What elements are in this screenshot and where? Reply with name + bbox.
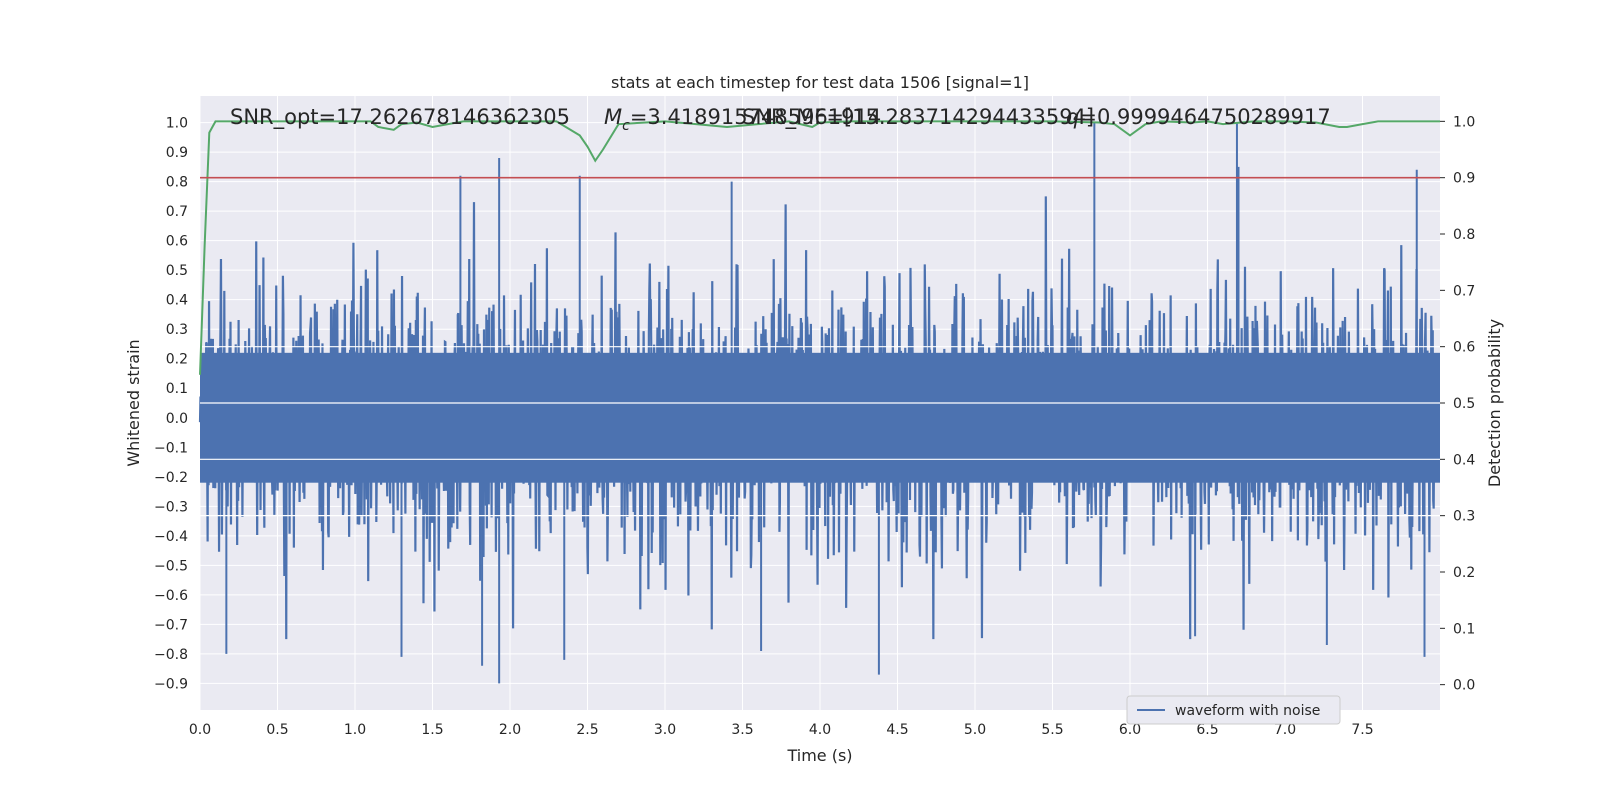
x-tick-label: 6.0 [1119, 722, 1141, 738]
y-tick-label: 0.1 [166, 381, 188, 397]
x-tick-label: 7.0 [1274, 722, 1296, 738]
chirp-mass-value: =3.4189157485961914 [630, 105, 881, 129]
y-tick-label: 0.4 [166, 293, 188, 309]
y-tick-label: −0.1 [154, 440, 188, 456]
y2-tick-label: 0.1 [1453, 621, 1475, 637]
chirp-mass-subscript: c [622, 118, 630, 134]
axis-ticks: 0.0 0.5 1.0 1.5 2.0 2.5 3.0 3.5 4.0 4.5 5.0 5.5 6.0 6… [154, 114, 1475, 738]
x-tick-label: 3.5 [731, 722, 753, 738]
waveform-dense-band [200, 352, 1440, 483]
waveform-with-noise-series [198, 122, 1440, 684]
annotation-snr-mf: SNR_MF=[15.283714294433594] [742, 105, 1094, 130]
x-tick-label: 2.5 [576, 722, 598, 738]
y-tick-label: −0.4 [154, 529, 188, 545]
y-tick-label: 1.0 [166, 116, 188, 132]
x-tick-label: 0.0 [189, 722, 211, 738]
x-tick-label: 6.5 [1196, 722, 1218, 738]
y2-tick-label: 1.0 [1453, 114, 1475, 130]
annotation-mass-ratio: q=0.9999464750289917 [1066, 105, 1331, 129]
x-tick-label: 4.0 [809, 722, 831, 738]
y2-tick-label: 0.6 [1453, 340, 1475, 356]
y-tick-label: 0.8 [166, 175, 188, 191]
y-tick-label: −0.8 [154, 647, 188, 663]
x-tick-label: 2.0 [499, 722, 521, 738]
y2-tick-label: 0.5 [1453, 396, 1475, 412]
mass-ratio-symbol: q [1066, 105, 1079, 129]
legend-box [1126, 695, 1341, 725]
y2-tick-label: 0.0 [1453, 678, 1475, 694]
x-tick-label: 4.5 [886, 722, 908, 738]
x-tick-label: 1.0 [344, 722, 366, 738]
detection-probability-line [199, 120, 1440, 375]
x-tick-label: 3.0 [654, 722, 676, 738]
y-tick-label: 0.5 [166, 263, 188, 279]
y2-tick-label: 0.7 [1453, 283, 1475, 299]
overlay-series [199, 120, 1440, 375]
legend: waveform with noise [1126, 695, 1341, 725]
x-tick-label: 0.5 [266, 722, 288, 738]
y-tick-label: −0.9 [154, 676, 188, 692]
chart-title: stats at each timestep for test data 150… [611, 73, 1029, 92]
y2-tick-label: 0.9 [1453, 171, 1475, 187]
y-axis-label: Whitened strain [124, 339, 143, 466]
annotation-chirp-mass: Mc=3.4189157485961914 [604, 105, 881, 134]
chirp-mass-symbol: M [604, 105, 622, 129]
y2-tick-label: 0.4 [1453, 452, 1475, 468]
y-tick-label: 0.7 [166, 204, 188, 220]
x-tick-label: 1.5 [421, 722, 443, 738]
annotation-snr-opt: SNR_opt=17.262678146362305 [230, 105, 570, 130]
y-tick-label: −0.5 [154, 558, 188, 574]
y2-tick-label: 0.8 [1453, 227, 1475, 243]
y2-axis-label: Detection probability [1485, 319, 1504, 487]
y-tick-label: −0.7 [154, 617, 188, 633]
x-tick-label: 7.5 [1351, 722, 1373, 738]
x-tick-label: 5.5 [1041, 722, 1063, 738]
y-tick-label: −0.2 [154, 470, 188, 486]
y-tick-label: −0.6 [154, 588, 188, 604]
y-tick-label: 0.3 [166, 322, 188, 338]
y2-tick-label: 0.2 [1453, 565, 1475, 581]
legend-entry-waveform-with-noise: waveform with noise [1175, 703, 1320, 719]
y-tick-label: 0.9 [166, 145, 188, 161]
y-tick-label: 0.2 [166, 352, 188, 368]
x-axis-label: Time (s) [786, 746, 852, 765]
y2-tick-label: 0.3 [1453, 509, 1475, 525]
y-tick-label: 0.6 [166, 234, 188, 250]
x-tick-label: 5.0 [964, 722, 986, 738]
mass-ratio-value: =0.9999464750289917 [1079, 105, 1330, 129]
y-tick-label: −0.3 [154, 499, 188, 515]
y-tick-label: 0.0 [166, 411, 188, 427]
annotations: SNR_opt=17.262678146362305 Mc=3.41891574… [230, 105, 1331, 134]
